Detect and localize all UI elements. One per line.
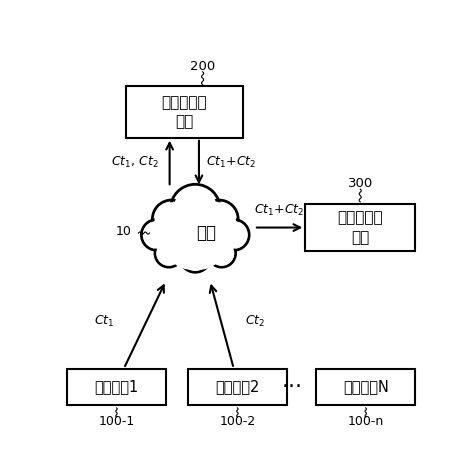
Text: ···: ···	[282, 377, 303, 397]
Text: 终端装置2: 终端装置2	[215, 379, 260, 395]
Text: 300: 300	[347, 177, 373, 190]
Circle shape	[155, 203, 188, 235]
Bar	[126, 87, 243, 138]
Circle shape	[155, 239, 183, 267]
Text: $Ct_1$+$Ct_2$: $Ct_1$+$Ct_2$	[255, 203, 305, 218]
Circle shape	[153, 200, 191, 238]
Text: 终端装置1: 终端装置1	[94, 379, 138, 395]
Bar	[305, 204, 415, 251]
Circle shape	[180, 241, 210, 272]
Text: 200: 200	[190, 60, 215, 73]
Text: 第二服务器
装置: 第二服务器 装置	[337, 210, 383, 245]
Circle shape	[203, 203, 235, 235]
Circle shape	[157, 241, 181, 265]
Circle shape	[174, 188, 217, 230]
Circle shape	[219, 219, 249, 250]
Circle shape	[210, 241, 234, 265]
Text: 100-n: 100-n	[347, 415, 384, 428]
Circle shape	[169, 207, 222, 259]
Circle shape	[144, 222, 170, 248]
Text: 网络: 网络	[196, 224, 216, 242]
Text: 10: 10	[115, 225, 131, 238]
Text: $Ct_1$, $Ct_2$: $Ct_1$, $Ct_2$	[111, 155, 159, 170]
Circle shape	[159, 197, 232, 270]
Circle shape	[221, 222, 247, 248]
Text: 100-1: 100-1	[98, 415, 135, 428]
Text: 终端装置N: 终端装置N	[343, 379, 389, 395]
Circle shape	[208, 239, 236, 267]
Text: 第一服务器
装置: 第一服务器 装置	[162, 95, 207, 129]
Circle shape	[141, 219, 172, 250]
Text: $Ct_1$+$Ct_2$: $Ct_1$+$Ct_2$	[206, 155, 256, 170]
Bar	[316, 368, 415, 406]
Bar	[188, 368, 287, 406]
Circle shape	[170, 184, 220, 234]
Text: $Ct_1$: $Ct_1$	[94, 314, 115, 328]
Circle shape	[200, 200, 238, 238]
Circle shape	[182, 244, 209, 270]
Text: $Ct_2$: $Ct_2$	[245, 314, 265, 328]
Bar	[67, 368, 166, 406]
Text: 100-2: 100-2	[219, 415, 255, 428]
